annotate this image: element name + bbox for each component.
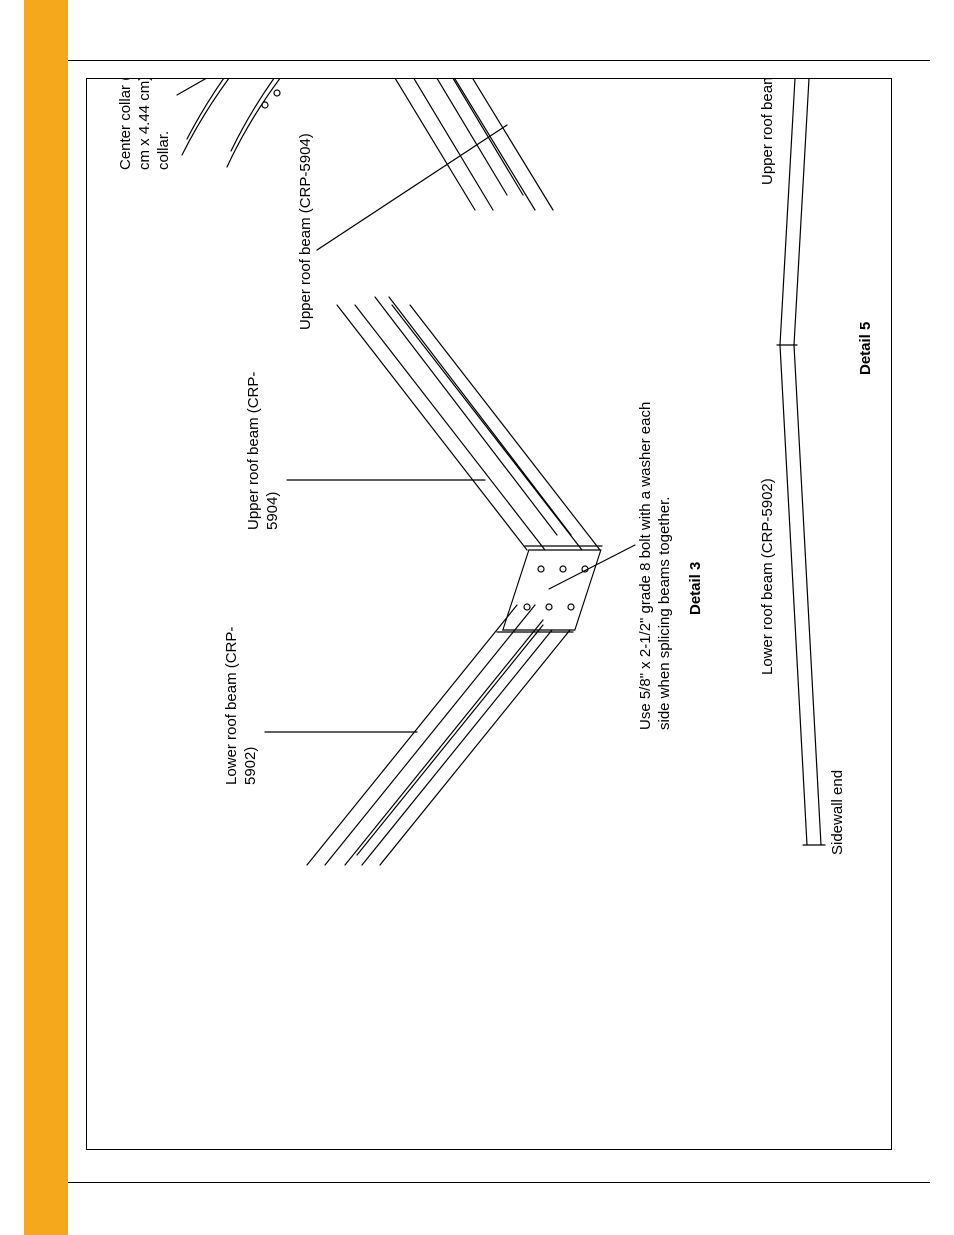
figure-frame: Lower roof beam (CRP-5902) Upper roof be… — [86, 78, 892, 1150]
label-upper-roof-beam-d4: Upper roof beam (CRP-5904) — [297, 133, 316, 330]
label-lower-roof-beam: Lower roof beam (CRP-5902) — [223, 625, 261, 785]
label-center-collar-note: Center collar (CRP-5124). Use 1/2" x 1-3… — [117, 78, 173, 170]
title-detail-5: Detail 5 — [857, 322, 876, 375]
label-lower-roof-beam-d5: Lower roof beam (CRP-5902) — [759, 478, 778, 675]
label-splice-note: Use 5/8" x 2-1/2" grade 8 bolt with a wa… — [637, 390, 675, 730]
page-root: Lower roof beam (CRP-5902) Upper roof be… — [0, 0, 954, 1235]
top-rule — [68, 60, 930, 61]
left-accent-bar — [24, 0, 68, 1235]
label-upper-roof-beam-d3: Upper roof beam (CRP-5904) — [245, 370, 283, 530]
label-upper-roof-beam-d5: Upper roof beam (CRP-5904) — [759, 78, 778, 185]
figure-content-rotated: Lower roof beam (CRP-5902) Upper roof be… — [87, 78, 892, 885]
label-sidewall-end: Sidewall end — [829, 770, 848, 855]
bottom-rule — [68, 1182, 930, 1183]
title-detail-3: Detail 3 — [687, 562, 706, 615]
